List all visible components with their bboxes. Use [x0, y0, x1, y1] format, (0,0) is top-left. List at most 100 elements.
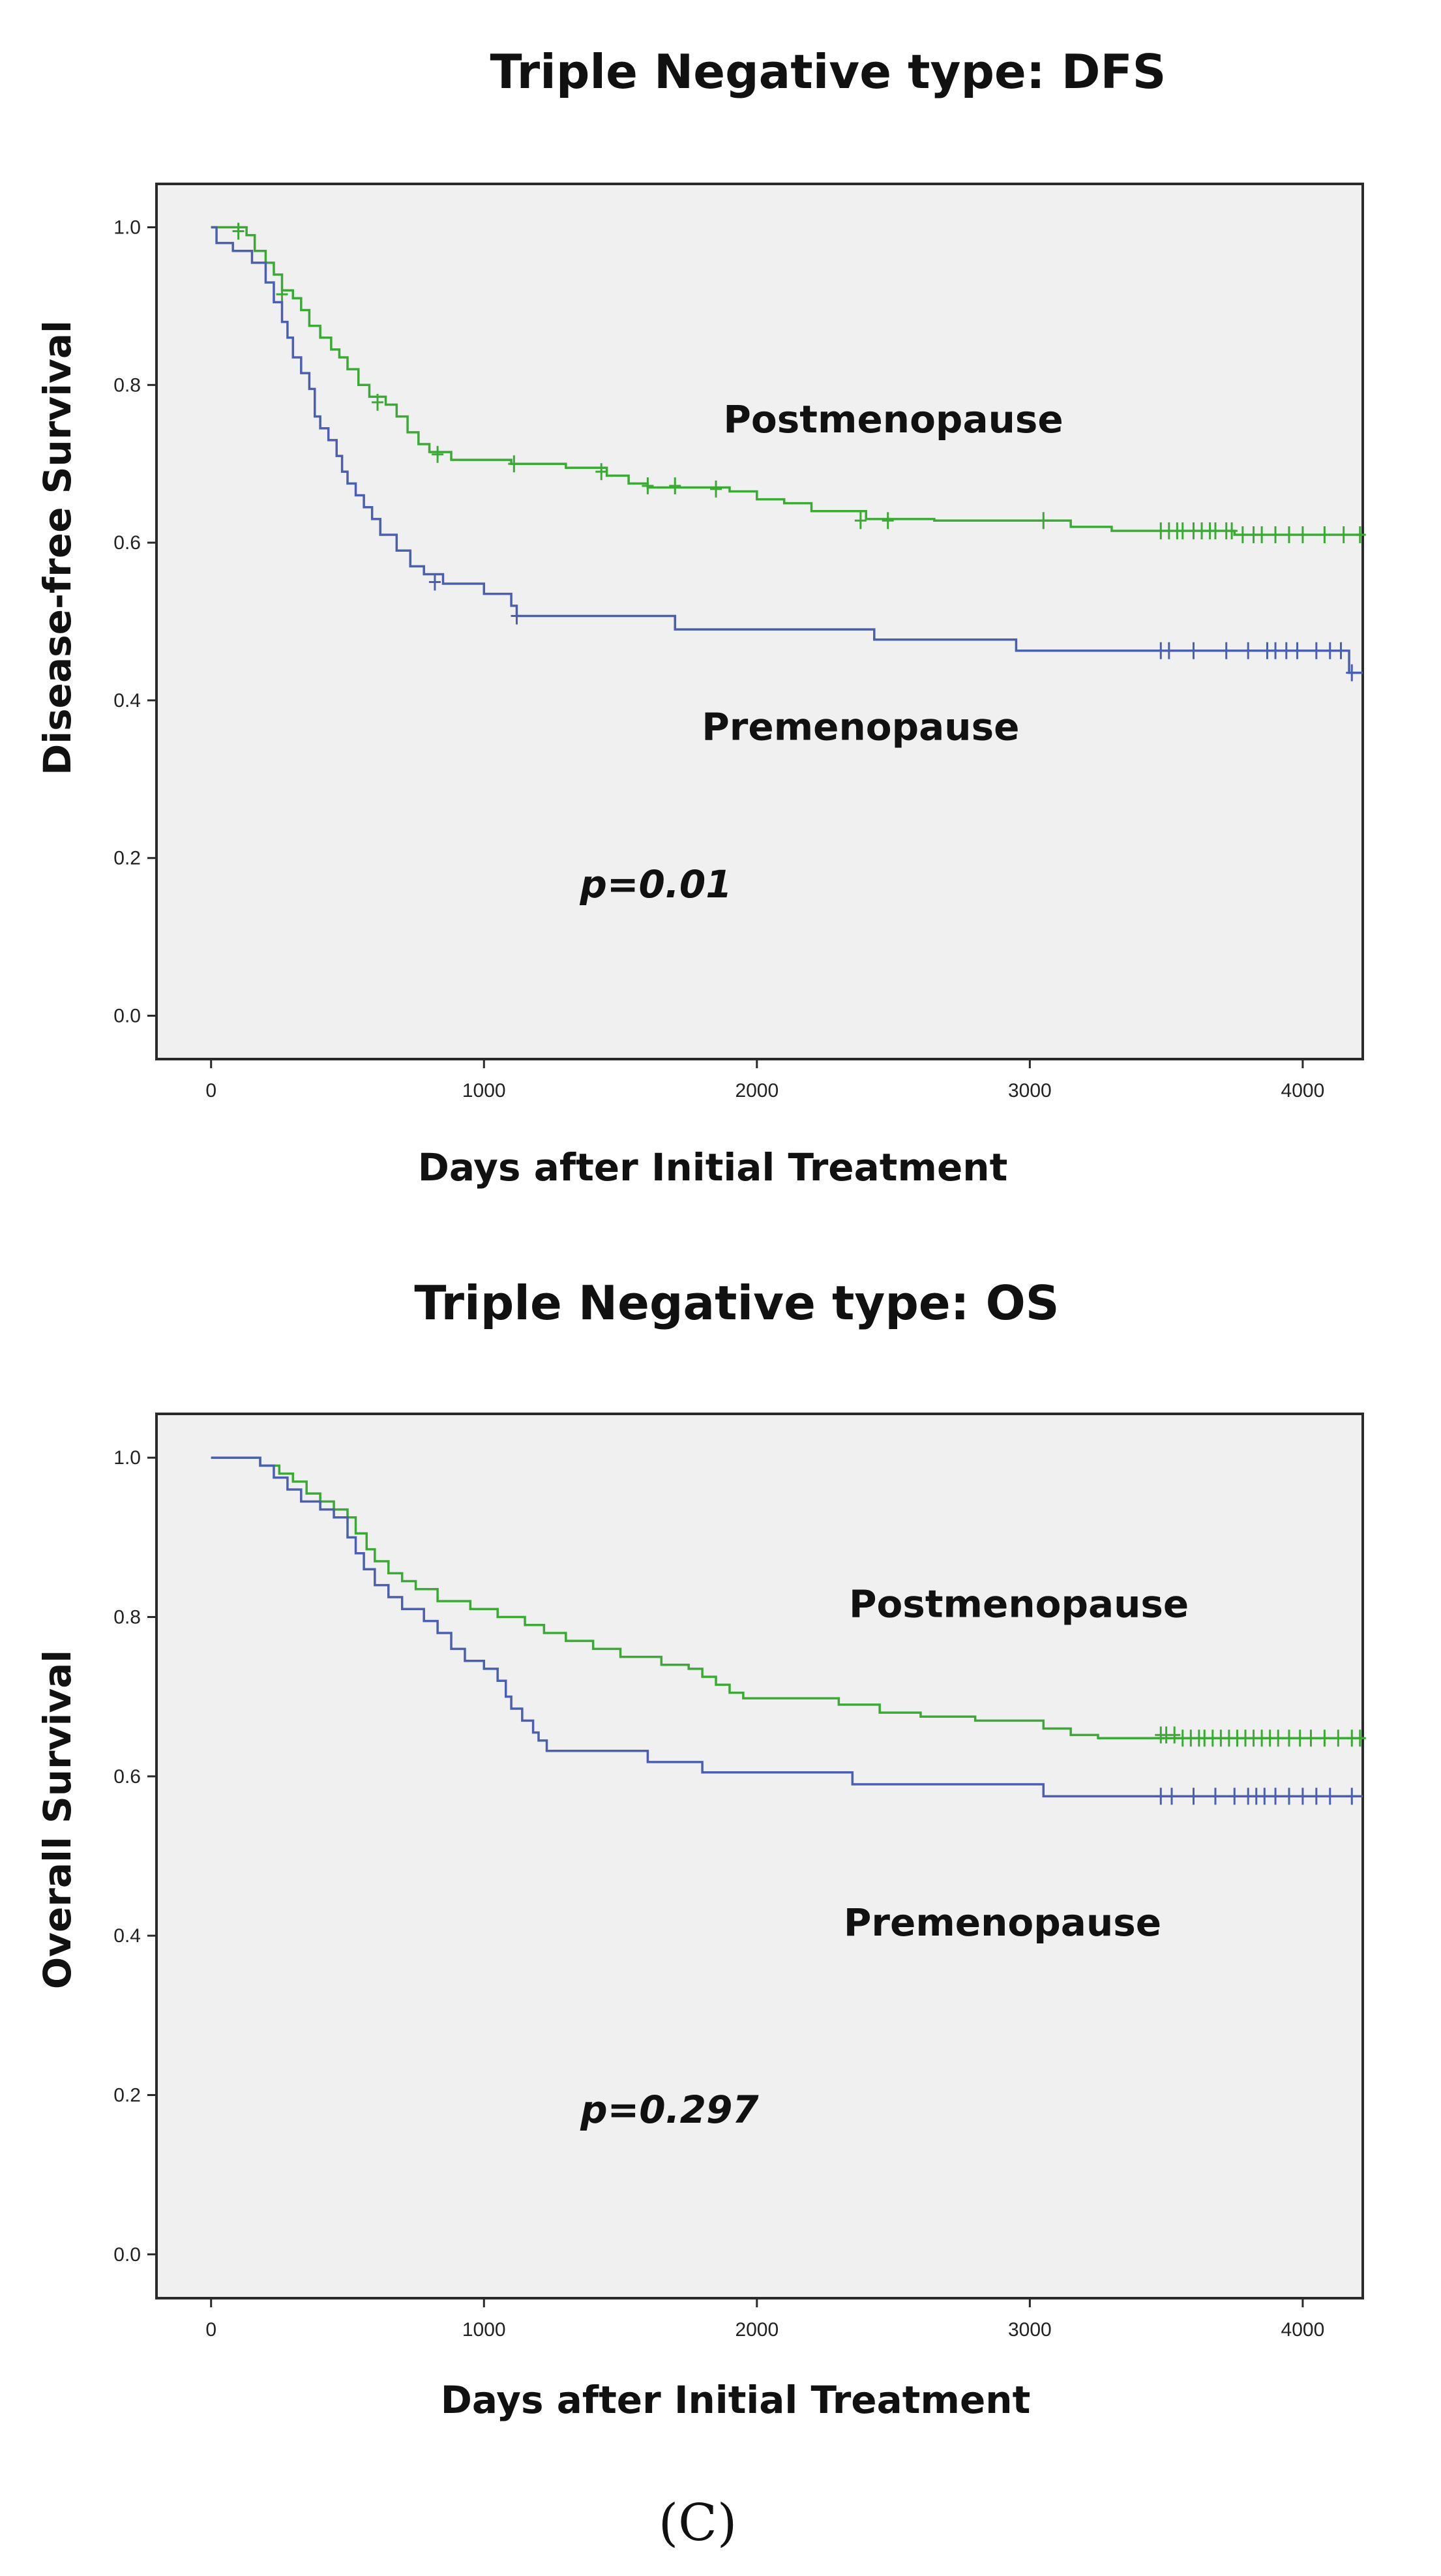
dfs-chart-title: Triple Negative type: DFS — [490, 44, 1166, 99]
panel-label: (C) — [659, 2494, 737, 2553]
dfs-annotations: Postmenopause Premenopause p=0.01 — [579, 397, 1063, 906]
os-x-tick-label: 3000 — [1008, 2319, 1052, 2341]
dfs-postmenopause-censor-mark — [882, 512, 894, 530]
dfs-postmenopause-censor-mark — [1176, 522, 1189, 539]
dfs-postmenopause-label: Postmenopause — [723, 397, 1063, 442]
os-premenopause-censor-mark — [1166, 1788, 1178, 1805]
os-postmenopause-censor-mark — [1318, 1730, 1331, 1747]
os-premenopause-censor-mark — [1283, 1788, 1295, 1805]
os-y-tick-label: 0.4 — [113, 1925, 141, 1947]
os-postmenopause-censor-mark — [1332, 1730, 1344, 1747]
os-p-value: p=0.297 — [580, 2088, 759, 2132]
dfs-postmenopause-censor-mark — [508, 455, 520, 473]
os-y-tick-label: 0.0 — [113, 2244, 141, 2266]
dfs-x-axis: 0 1000 2000 3000 4000 — [205, 1059, 1324, 1101]
os-x-tick-label: 0 — [205, 2319, 216, 2341]
dfs-chart: Triple Negative type: DFS 0.0 0.2 0.4 0.6 0.… — [35, 44, 1366, 1190]
os-premenopause-censor-mark — [1270, 1788, 1282, 1805]
os-x-axis: 0 1000 2000 3000 4000 — [205, 2298, 1324, 2341]
os-premenopause-censor-mark — [1228, 1788, 1241, 1805]
os-premenopause-censor-mark — [1324, 1788, 1336, 1805]
dfs-postmenopause-censor-mark — [642, 477, 654, 495]
dfs-postmenopause-censor-mark — [276, 286, 288, 303]
os-y-tick-label: 0.8 — [113, 1607, 141, 1628]
dfs-premenopause-censor-mark — [511, 607, 523, 625]
os-series — [211, 1456, 1366, 1805]
dfs-postmenopause-censor-mark — [854, 512, 867, 530]
os-premenopause-curve — [211, 1456, 1363, 1798]
os-x-axis-title: Days after Initial Treatment — [441, 2378, 1031, 2422]
dfs-premenopause-censor-mark — [1291, 642, 1303, 659]
dfs-premenopause-label: Premenopause — [702, 704, 1019, 749]
dfs-postmenopause-censor-mark — [432, 445, 444, 463]
dfs-x-tick-label: 4000 — [1281, 1080, 1325, 1101]
dfs-p-value: p=0.01 — [579, 862, 732, 906]
dfs-postmenopause-censor-mark — [372, 393, 384, 411]
dfs-premenopause-censor-mark — [1242, 642, 1255, 659]
dfs-y-tick-label: 0.6 — [113, 532, 141, 554]
os-premenopause-censor-mark — [1310, 1788, 1322, 1805]
os-premenopause-label: Premenopause — [844, 1900, 1161, 1945]
dfs-postmenopause-censor-mark — [1318, 526, 1331, 544]
dfs-y-tick-label: 0.2 — [113, 848, 141, 869]
dfs-premenopause-censor-mark — [1163, 642, 1175, 659]
dfs-plot-area — [155, 183, 1364, 1060]
dfs-x-tick-label: 1000 — [462, 1080, 506, 1101]
os-postmenopause-label: Postmenopause — [849, 1582, 1189, 1626]
dfs-series — [211, 222, 1366, 681]
os-y-axis-title: Overall Survival — [35, 1650, 80, 1989]
dfs-postmenopause-censor-mark — [595, 463, 608, 481]
os-y-axis: 0.0 0.2 0.4 0.6 0.8 1.0 — [113, 1447, 156, 2266]
dfs-postmenopause-censor-mark — [1209, 522, 1221, 539]
os-postmenopause-censor-mark — [1354, 1730, 1366, 1747]
dfs-y-tick-label: 0.0 — [113, 1006, 141, 1027]
dfs-premenopause-censor-mark — [1220, 642, 1232, 659]
dfs-premenopause-censor-mark — [1324, 642, 1336, 659]
os-premenopause-censor-mark — [1187, 1788, 1200, 1805]
os-premenopause-censor-mark — [1155, 1788, 1167, 1805]
dfs-postmenopause-censor-mark — [1256, 526, 1268, 544]
dfs-premenopause-censor-mark — [1310, 642, 1322, 659]
os-y-tick-label: 1.0 — [113, 1447, 141, 1469]
dfs-postmenopause-curve — [211, 226, 1363, 536]
os-postmenopause-curve — [211, 1456, 1363, 1739]
os-postmenopause-censor-mark — [1283, 1730, 1295, 1747]
os-y-tick-label: 0.2 — [113, 2084, 141, 2106]
dfs-y-tick-label: 0.8 — [113, 374, 141, 396]
dfs-x-axis-title: Days after Initial Treatment — [418, 1145, 1008, 1190]
dfs-x-tick-label: 3000 — [1008, 1080, 1052, 1101]
dfs-x-tick-label: 2000 — [735, 1080, 779, 1101]
dfs-y-tick-label: 0.4 — [113, 690, 141, 711]
os-premenopause-censor-mark — [1296, 1788, 1309, 1805]
os-annotations: Postmenopause Premenopause p=0.297 — [580, 1582, 1189, 2133]
dfs-postmenopause-censor-mark — [710, 480, 722, 498]
dfs-postmenopause-censor-mark — [1037, 512, 1050, 530]
os-premenopause-censor-mark — [1258, 1788, 1271, 1805]
dfs-postmenopause-censor-mark — [1354, 526, 1366, 544]
os-premenopause-censor-mark — [1346, 1788, 1358, 1805]
dfs-premenopause-censor-mark — [428, 573, 441, 591]
os-premenopause-censor-mark — [1209, 1788, 1221, 1805]
dfs-premenopause-curve — [211, 226, 1363, 674]
dfs-x-tick-label: 0 — [205, 1080, 216, 1101]
dfs-premenopause-censor-mark — [1280, 642, 1292, 659]
os-y-tick-label: 0.6 — [113, 1766, 141, 1788]
dfs-premenopause-censor-mark — [1335, 642, 1347, 659]
os-postmenopause-censor-mark — [1272, 1730, 1285, 1747]
os-x-tick-label: 1000 — [462, 2319, 506, 2341]
os-chart: Triple Negative type: OS 0.0 0.2 0.4 0.6 0.8… — [35, 1276, 1366, 2422]
dfs-y-tick-label: 1.0 — [113, 217, 141, 238]
dfs-postmenopause-censor-mark — [1283, 526, 1295, 544]
dfs-postmenopause-censor-mark — [232, 222, 245, 240]
dfs-postmenopause-censor-mark — [669, 477, 681, 495]
os-postmenopause-censor-mark — [1168, 1726, 1181, 1744]
os-x-tick-label: 4000 — [1281, 2319, 1325, 2341]
dfs-postmenopause-censor-mark — [1236, 526, 1249, 544]
os-x-tick-label: 2000 — [735, 2319, 779, 2341]
dfs-postmenopause-censor-mark — [1270, 526, 1282, 544]
os-plot-area — [155, 1413, 1364, 2299]
dfs-postmenopause-censor-mark — [1226, 522, 1238, 539]
dfs-postmenopause-censor-mark — [1296, 526, 1309, 544]
dfs-premenopause-censor-mark — [1187, 642, 1200, 659]
